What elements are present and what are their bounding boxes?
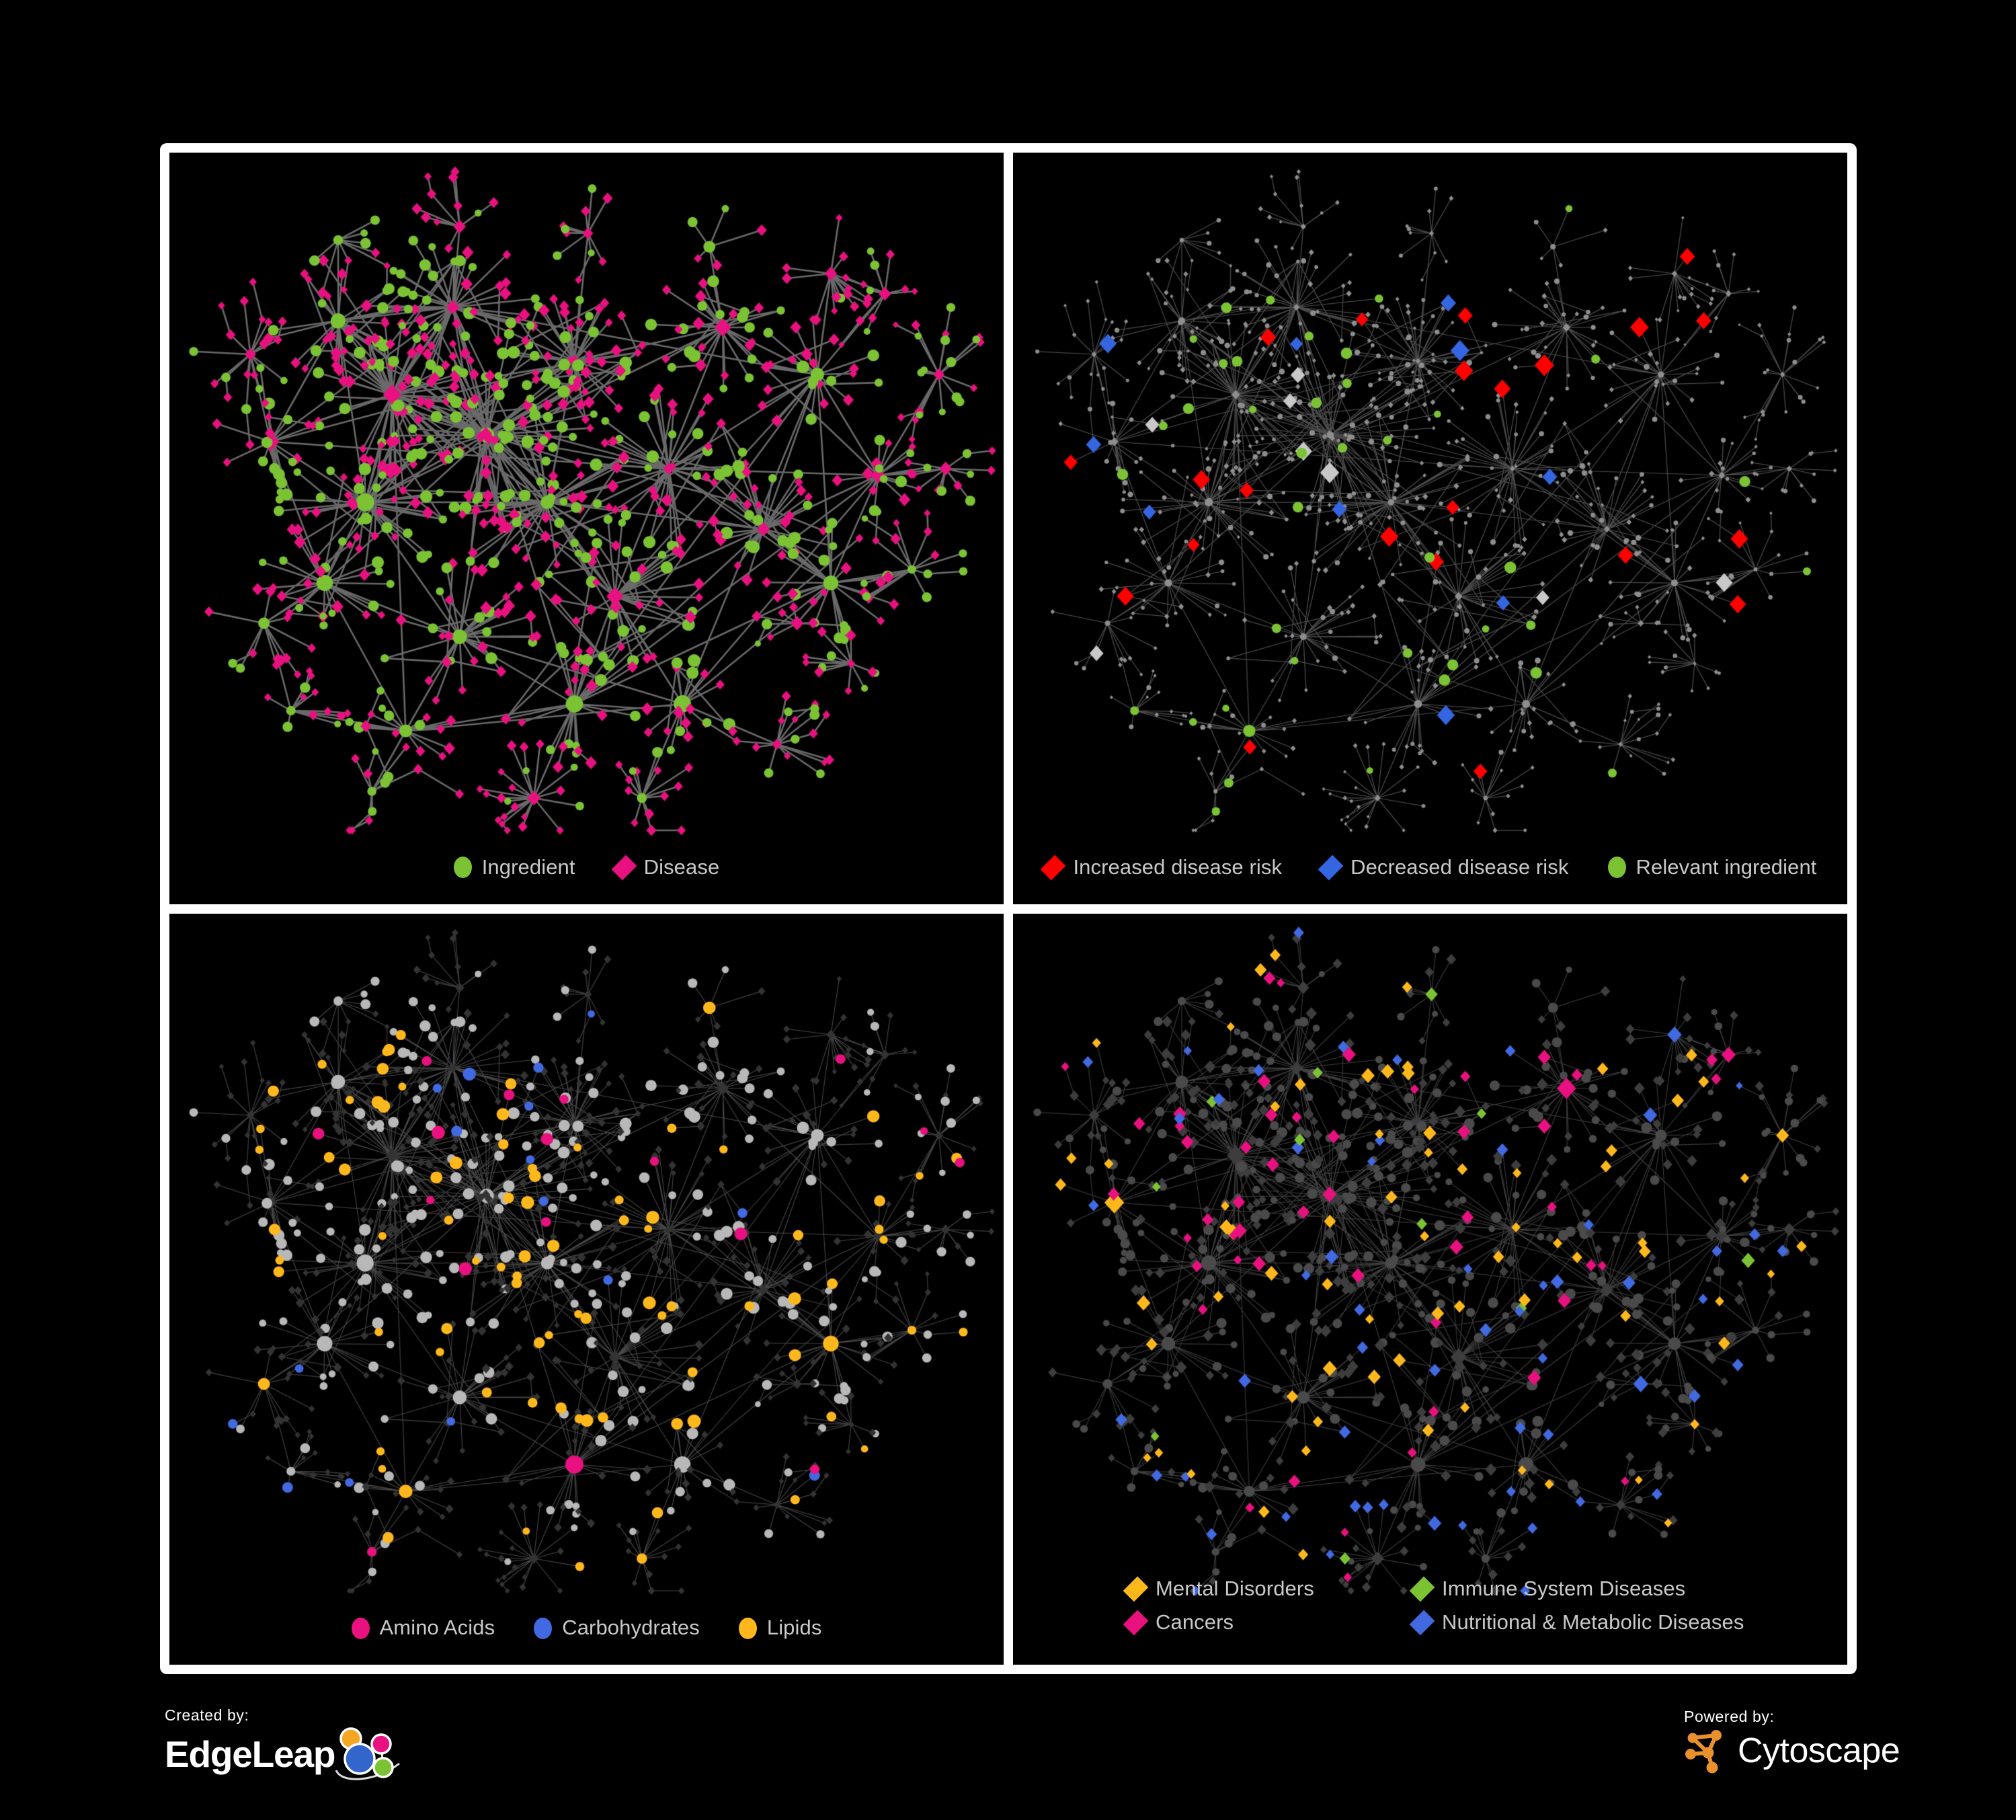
panel-ingredient-class[interactable]: Amino Acids Carbohydrates Lipids [169, 913, 1004, 1665]
legend-item-label: Nutritional & Metabolic Diseases [1442, 1610, 1744, 1634]
circle-icon [738, 1617, 757, 1639]
legend-item-label: Mental Disorders [1156, 1576, 1314, 1600]
diamond-icon [1123, 1610, 1149, 1636]
legend-item-nutritional-metabolic-diseases[interactable]: Nutritional & Metabolic Diseases [1409, 1610, 1744, 1636]
diamond-icon [611, 855, 637, 881]
legend-item-lipids[interactable]: Lipids [738, 1616, 822, 1640]
network-canvas-disease-risk[interactable] [1013, 153, 1847, 904]
legend-item-disease[interactable]: Disease [611, 855, 720, 881]
legend-item-cancers[interactable]: Cancers [1123, 1610, 1381, 1636]
circle-icon [534, 1617, 553, 1639]
brand-powered-by: Powered by: Cytoscape [1684, 1708, 1900, 1774]
legend-item-label: Relevant ingredient [1636, 855, 1817, 879]
edgeleap-network-icon [335, 1727, 401, 1780]
diamond-icon [1409, 1610, 1435, 1636]
diamond-icon [1041, 855, 1066, 881]
legend-item-relevant-ingredient[interactable]: Relevant ingredient [1607, 855, 1817, 879]
legend-item-label: Lipids [766, 1616, 822, 1640]
legend-item-label: Carbohydrates [562, 1616, 700, 1640]
powered-by-caption: Powered by: [1684, 1708, 1775, 1725]
cytoscape-network-icon [1685, 1730, 1722, 1774]
legend-item-label: Amino Acids [379, 1616, 495, 1640]
edgeleap-wordmark: EdgeLeap [165, 1733, 335, 1775]
network-canvas-ingredient-disease[interactable] [169, 153, 1004, 904]
legend-item-label: Ingredient [481, 855, 575, 879]
legend-item-label: Disease [643, 855, 720, 879]
legend-disease-risk: Increased disease risk Decreased disease… [1013, 855, 1847, 881]
legend-ingredient-class: Amino Acids Carbohydrates Lipids [169, 1617, 1004, 1639]
branding-bar: Created by: EdgeLeap Powered by: [0, 1688, 2016, 1820]
brand-created-by: Created by: EdgeLeap [165, 1706, 415, 1782]
panel-disease-class[interactable]: Mental Disorders Immune System Diseases … [1013, 913, 1847, 1665]
legend-item-mental-disorders[interactable]: Mental Disorders [1123, 1576, 1381, 1602]
legend-item-amino-acids[interactable]: Amino Acids [351, 1616, 495, 1640]
created-by-caption: Created by: [165, 1706, 249, 1724]
edgeleap-logo[interactable]: EdgeLeap [165, 1726, 415, 1782]
legend-item-label: Cancers [1156, 1610, 1234, 1634]
legend-item-ingredient[interactable]: Ingredient [453, 855, 575, 879]
legend-item-immune-system-diseases[interactable]: Immune System Diseases [1409, 1576, 1685, 1602]
cytoscape-wordmark: Cytoscape [1738, 1731, 1900, 1770]
panel-ingredient-disease[interactable]: Ingredient Disease [169, 153, 1004, 904]
legend-item-label: Increased disease risk [1073, 855, 1283, 879]
cytoscape-logo[interactable]: Cytoscape [1684, 1727, 1900, 1774]
figure-frame: Ingredient Disease Increased disease ris… [160, 143, 1857, 1674]
circle-icon [351, 1617, 370, 1639]
legend-item-carbohydrates[interactable]: Carbohydrates [534, 1617, 700, 1639]
legend-item-decreased-risk[interactable]: Decreased disease risk [1318, 855, 1569, 881]
circle-icon [1607, 857, 1626, 879]
panel-disease-risk[interactable]: Increased disease risk Decreased disease… [1013, 153, 1847, 904]
circle-icon [453, 857, 472, 879]
network-canvas-disease-class[interactable] [1013, 913, 1847, 1665]
legend-ingredient-disease: Ingredient Disease [169, 855, 1004, 881]
legend-disease-class: Mental Disorders Immune System Diseases … [1013, 1576, 1847, 1636]
legend-item-label: Immune System Diseases [1442, 1576, 1686, 1600]
network-canvas-ingredient-class[interactable] [169, 913, 1004, 1665]
legend-item-label: Decreased disease risk [1350, 855, 1569, 879]
diamond-icon [1123, 1576, 1149, 1602]
diamond-icon [1318, 855, 1344, 881]
legend-item-increased-risk[interactable]: Increased disease risk [1041, 855, 1283, 881]
diamond-icon [1409, 1576, 1435, 1602]
